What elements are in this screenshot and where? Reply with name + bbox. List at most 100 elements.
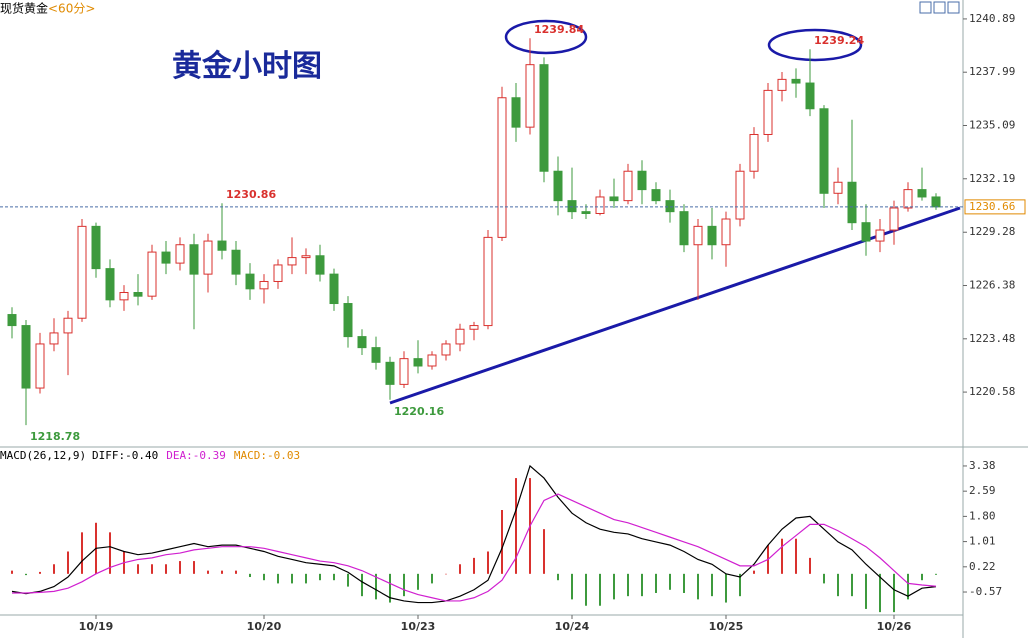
macd-bar — [795, 538, 797, 574]
macd-bar — [515, 478, 517, 574]
candle-body — [805, 82, 815, 110]
y-tick-label: 1232.19 — [969, 172, 1015, 185]
candle-body — [91, 225, 101, 270]
macd-bar — [375, 573, 377, 600]
candle-body — [609, 196, 619, 202]
candle-body — [231, 249, 241, 275]
candle-body — [301, 255, 311, 259]
candle-body — [889, 207, 899, 231]
macd-bar — [501, 510, 503, 574]
candle-body — [721, 218, 731, 246]
x-tick-label: 10/19 — [79, 620, 114, 633]
x-tick-label: 10/20 — [247, 620, 282, 633]
candle-body — [665, 200, 675, 213]
macd-bar — [165, 564, 167, 574]
candle-body — [917, 189, 927, 198]
macd-bar — [557, 573, 559, 581]
candle-body — [189, 244, 199, 275]
macd-bar — [109, 532, 111, 574]
candle-body — [931, 196, 941, 208]
highlight-ellipse — [767, 28, 863, 62]
current-price-box — [964, 199, 1026, 215]
macd-bar — [193, 561, 195, 574]
macd-bar — [851, 573, 853, 597]
macd-bar — [417, 573, 419, 590]
y-tick-label: 1229.28 — [969, 225, 1015, 238]
macd-bar — [809, 557, 811, 574]
high-label: 1239.84 — [534, 23, 584, 36]
candle-body — [595, 196, 605, 214]
period: <60分> — [48, 2, 95, 16]
x-tick-label: 10/23 — [401, 620, 436, 633]
macd-bar — [459, 564, 461, 574]
macd-title: MACD(26,12,9) — [0, 449, 86, 462]
y-tick-label: 1.01 — [969, 535, 996, 548]
macd-bar — [305, 573, 307, 584]
macd-bar — [53, 564, 55, 574]
macd-bar — [137, 564, 139, 574]
tool-button[interactable] — [947, 1, 960, 14]
candle-body — [861, 222, 871, 242]
candle-body — [483, 236, 493, 327]
candle-body — [63, 317, 73, 334]
macd-bar — [907, 573, 909, 600]
candle-body — [679, 211, 689, 246]
candle-body — [623, 170, 633, 202]
macd-bar — [207, 570, 209, 574]
macd-bar — [641, 573, 643, 597]
macd-bar — [585, 573, 587, 606]
y-tick-label: 1240.89 — [969, 12, 1015, 25]
candle-body — [511, 97, 521, 128]
candle-body — [735, 170, 745, 220]
candle-body — [763, 89, 773, 135]
candle-body — [49, 332, 59, 345]
macd-line — [11, 464, 937, 604]
candle-body — [637, 170, 647, 191]
legend-entry: MACD:-0.03 — [234, 449, 300, 462]
toolbar[interactable] — [919, 1, 960, 14]
x-tick-label: 10/26 — [877, 620, 912, 633]
macd-line — [12, 493, 937, 602]
macd-bar — [431, 573, 433, 584]
candle-body — [385, 361, 395, 385]
candle-body — [371, 347, 381, 363]
candle-body — [203, 240, 213, 275]
macd-bar — [487, 551, 489, 574]
macd-bar — [921, 573, 923, 581]
macd-bar — [179, 561, 181, 574]
candle-body — [651, 189, 661, 202]
tool-button[interactable] — [919, 1, 932, 14]
candle-body — [427, 354, 437, 367]
candle-body — [413, 358, 423, 367]
x-tick-label: 10/24 — [555, 620, 590, 633]
candle-body — [35, 343, 45, 389]
y-tick-label: 1226.38 — [969, 279, 1015, 292]
macd-bar — [67, 551, 69, 574]
macd-bar — [655, 573, 657, 593]
macd-bar — [739, 573, 741, 597]
y-tick-label: 1237.99 — [969, 65, 1015, 78]
macd-bar — [333, 573, 335, 581]
macd-bar — [935, 573, 937, 575]
candle-body — [553, 170, 563, 202]
macd-bar — [599, 573, 601, 606]
macd-bar — [543, 529, 545, 574]
macd-bar — [781, 538, 783, 574]
candle-body — [441, 343, 451, 356]
macd-bar — [445, 573, 447, 575]
candle-body — [819, 108, 829, 194]
macd-bar — [823, 573, 825, 584]
candle-body — [567, 200, 577, 213]
x-tick-label: 10/25 — [709, 620, 744, 633]
tool-button[interactable] — [933, 1, 946, 14]
macd-bar — [473, 557, 475, 574]
candle-body — [525, 64, 535, 128]
y-tick-label: 1.80 — [969, 509, 996, 522]
instrument: 现货黄金 — [0, 1, 48, 16]
current-price-label: 1230.66 — [969, 200, 1015, 213]
macd-bar — [277, 573, 279, 584]
candle-body — [147, 251, 157, 297]
candle-body — [175, 244, 185, 264]
y-tick-label: 2.59 — [969, 484, 996, 497]
macd-bar — [879, 573, 881, 613]
